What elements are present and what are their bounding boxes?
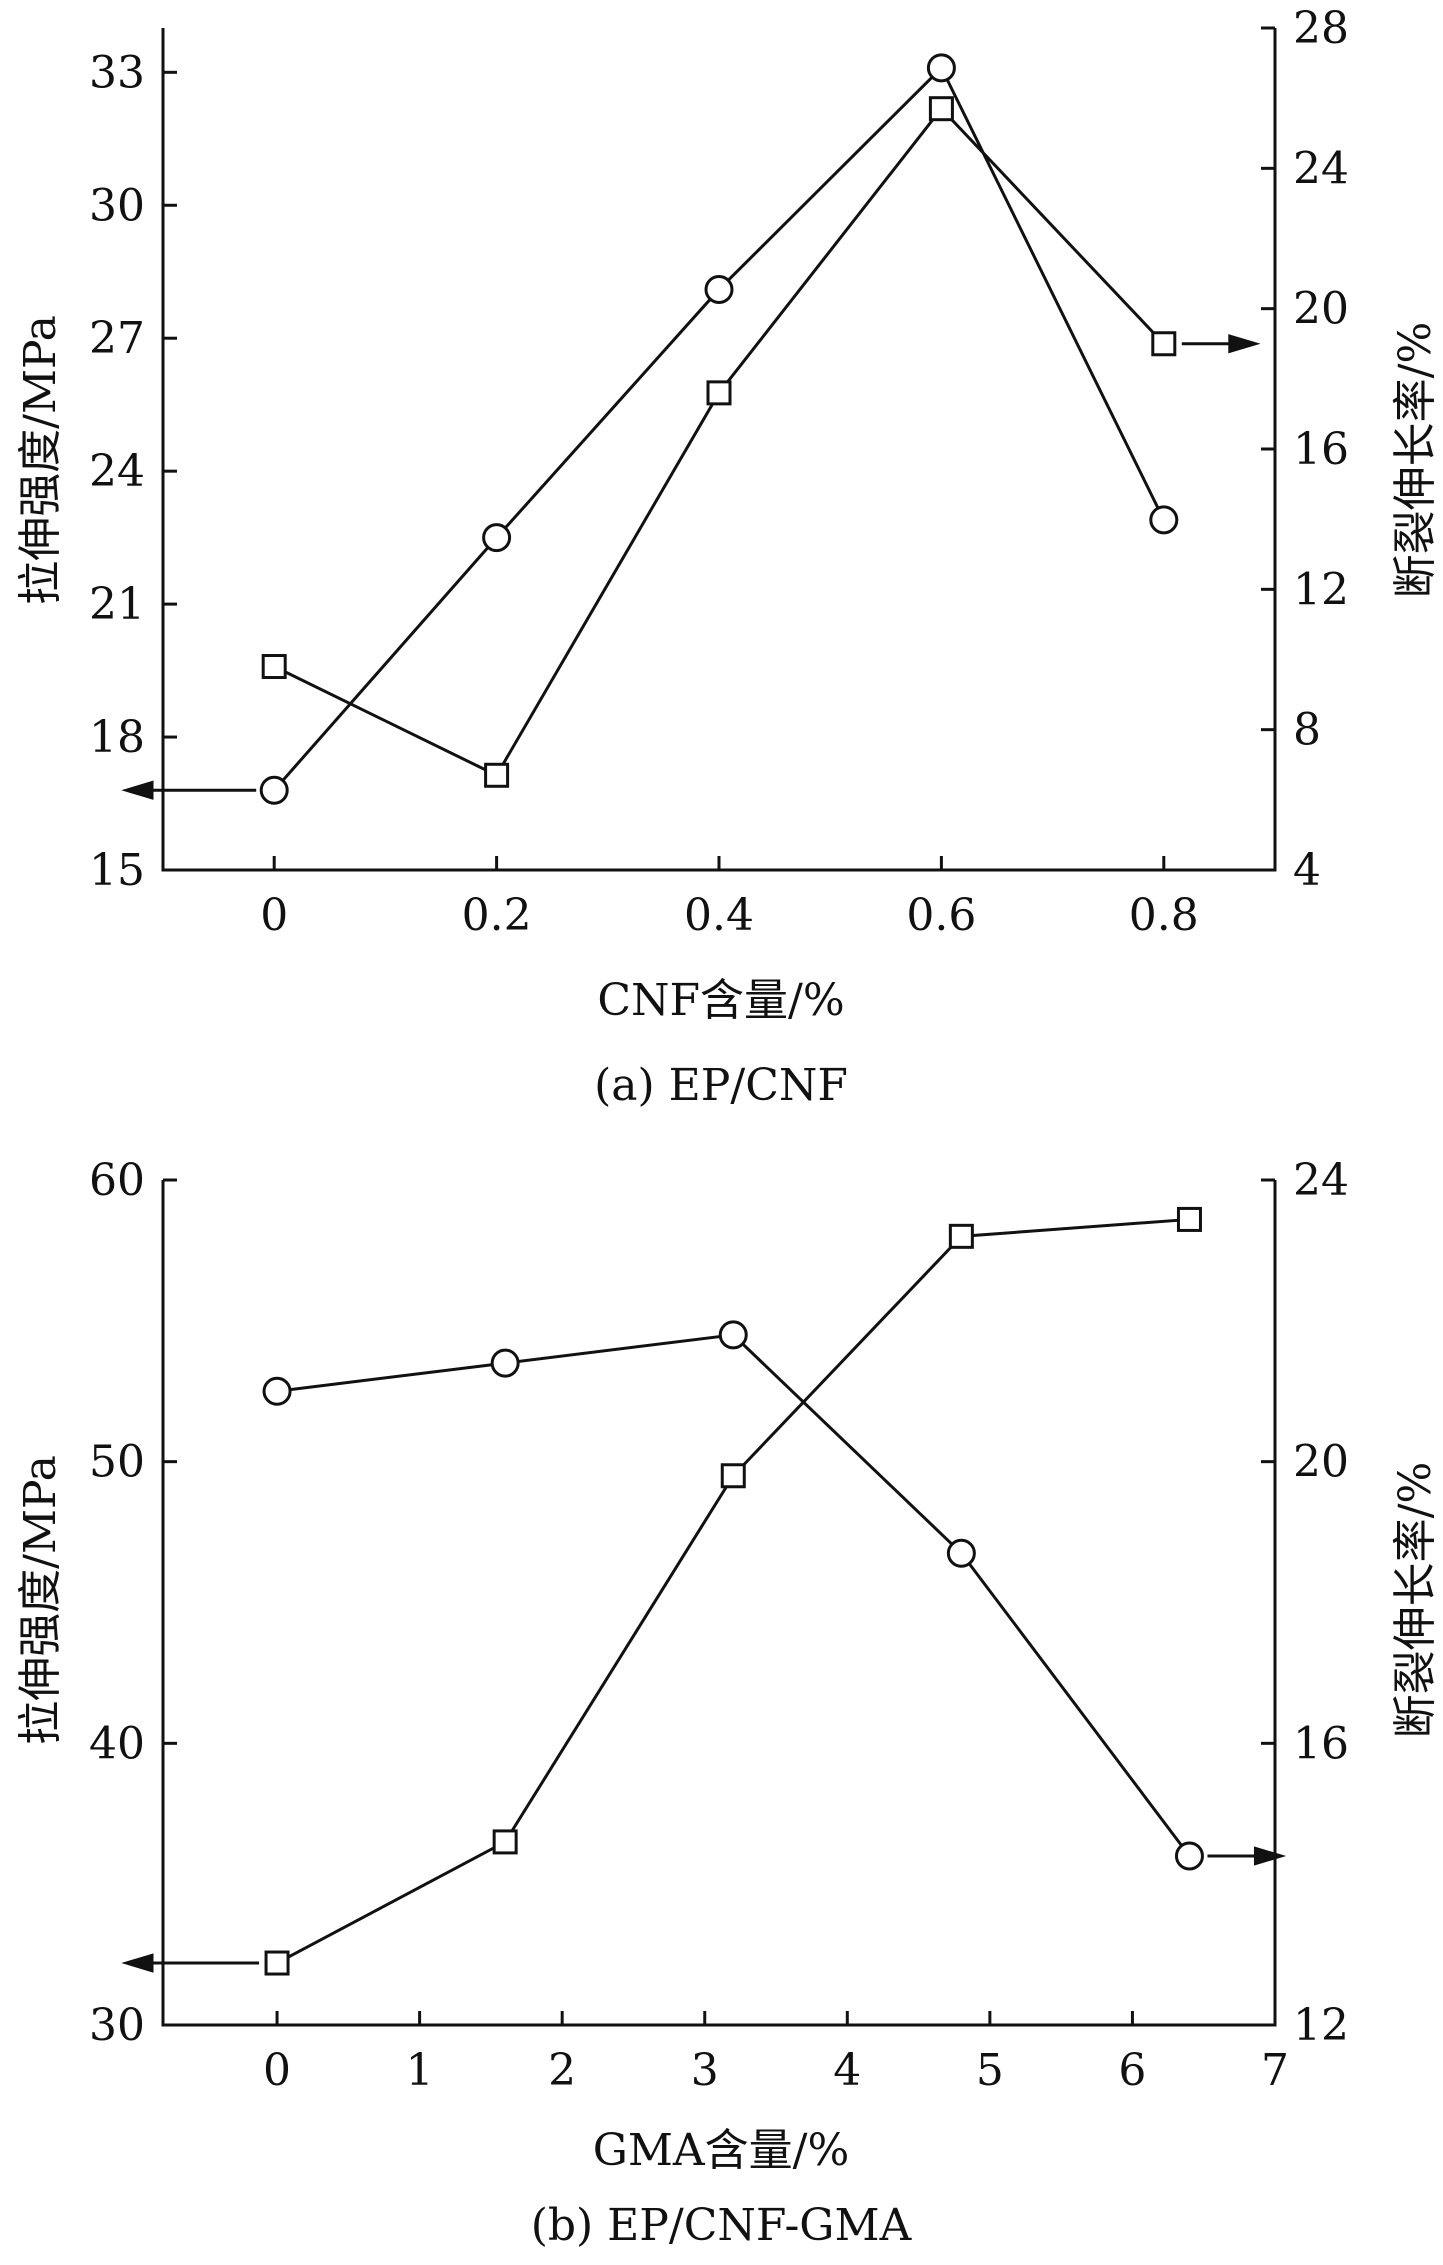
panel-b-right-y-tick-label: 12: [1293, 2000, 1349, 2051]
panel-b-right-y-tick-label: 16: [1293, 1718, 1349, 1769]
panel-b-axes-frame: [161, 1180, 1277, 2027]
panel-a-series-circle-line: [273, 65, 1166, 792]
panel-a-series-square-axis-arrowhead: [1228, 334, 1261, 354]
panel-b-x-tick-label: 3: [691, 2045, 719, 2096]
panel-b-left-y-tick-label: 30: [89, 2000, 145, 2051]
panel-a-series-square-point: [1151, 331, 1177, 357]
panel-b-series-circle-line: [276, 1333, 1191, 1857]
panel-a-left-y-tick-label: 33: [89, 47, 145, 98]
panel-a-x-tick-label: 0.6: [906, 890, 976, 941]
panel-b-x-tick-label: 2: [548, 2045, 576, 2096]
panel-b-caption: (b) EP/CNF-GMA: [531, 2200, 913, 2251]
panel-a-x-axis-label: CNF含量/%: [597, 975, 844, 1026]
panel-b-series-circle-point: [946, 1538, 976, 1568]
panel-a-x-tick-label: 0.8: [1129, 890, 1199, 941]
panel-a-left-y-tick-label: 27: [89, 313, 145, 364]
panel-b-left-y-tick-label: 60: [89, 1155, 145, 1206]
panel-b-left-y-tick-label: 40: [89, 1718, 145, 1769]
panel-b-series-square-point: [492, 1829, 518, 1855]
panel-a-ep-cnf: (a) EP/CNF CNF含量/% 拉伸强度/MPa 断裂伸长率/% 0 0.2…: [15, 3, 1441, 1111]
panel-b-left-y-tick-label: 50: [89, 1437, 145, 1488]
panel-a-left-y-tick-label: 21: [89, 579, 145, 630]
panel-b-series-circle-axis-arrowhead: [1253, 1846, 1287, 1866]
panel-a-series-square-line: [273, 106, 1165, 778]
panel-b-right-y-tick-label: 20: [1293, 1437, 1349, 1488]
panel-a-series-square-point: [484, 762, 510, 788]
panel-b-right-axis-label: 断裂伸长率/%: [1390, 1462, 1441, 1739]
panel-a-left-axis-label: 拉伸强度/MPa: [15, 315, 66, 605]
panel-a-right-y-tick-label: 4: [1293, 845, 1321, 896]
panel-a-right-y-tick-label: 28: [1293, 3, 1349, 54]
panel-b-x-tick-label: 5: [976, 2045, 1004, 2096]
panel-b-x-axis-label: GMA含量/%: [593, 2125, 850, 2176]
panel-a-x-tick-label: 0.2: [462, 890, 532, 941]
panel-a-x-tick-label: 0.4: [684, 890, 754, 941]
panel-a-axes-frame: [161, 28, 1277, 872]
panel-b-ep-cnf-gma: (b) EP/CNF-GMA GMA含量/% 拉伸强度/MPa 断裂伸长率/% …: [15, 1155, 1441, 2251]
panel-b-series-square-point: [720, 1463, 746, 1489]
panel-a-right-y-tick-label: 12: [1293, 564, 1349, 615]
panel-b-series-circle-point: [718, 1320, 748, 1350]
panel-a-series-circle-point: [482, 523, 512, 553]
panel-a-caption: (a) EP/CNF: [594, 1060, 848, 1111]
panel-b-right-y-tick-label: 24: [1293, 1155, 1349, 1206]
panel-b-left-axis-label: 拉伸强度/MPa: [15, 1455, 66, 1745]
panel-b-x-tick-label: 0: [263, 2045, 291, 2096]
panel-a-series-square-point: [261, 654, 287, 680]
panel-b-series-square-point: [264, 1950, 290, 1976]
panel-b-series-circle-point: [490, 1348, 520, 1378]
panel-a-x-tick-label: 0: [260, 890, 288, 941]
panel-b-x-tick-label: 7: [1261, 2045, 1289, 2096]
panel-a-right-y-tick-label: 24: [1293, 143, 1349, 194]
panel-a-left-y-tick-label: 24: [89, 446, 145, 497]
panel-a-right-y-tick-label: 16: [1293, 424, 1349, 475]
panel-a-series-circle-point: [259, 775, 289, 805]
panel-a-right-axis-label: 断裂伸长率/%: [1390, 322, 1441, 599]
panel-a-right-y-tick-label: 8: [1293, 705, 1321, 756]
panel-b-series-circle-point: [262, 1376, 292, 1406]
panel-b-series-circle-point: [1174, 1841, 1204, 1871]
panel-a-right-y-tick-label: 20: [1293, 284, 1349, 335]
panel-a-left-y-tick-label: 15: [89, 845, 145, 896]
panel-a-series-circle-axis-arrowhead: [121, 780, 154, 800]
panel-b-x-tick-label: 6: [1118, 2045, 1146, 2096]
panel-a-series-square-point: [928, 96, 954, 122]
panel-a-series-circle-point: [926, 53, 956, 83]
panel-a-series-circle-point: [1149, 505, 1179, 535]
panel-a-left-y-tick-label: 18: [89, 712, 145, 763]
panel-a-left-y-tick-label: 30: [89, 180, 145, 231]
panel-a-series-square-point: [706, 380, 732, 406]
panel-b-series-square-point: [948, 1223, 974, 1249]
panel-a-series-circle-point: [704, 274, 734, 304]
panel-b-x-tick-label: 1: [406, 2045, 434, 2096]
panel-b-series-square-point: [1176, 1206, 1202, 1232]
panel-b-series-square-axis-arrowhead: [121, 1953, 154, 1973]
panel-b-x-tick-label: 4: [833, 2045, 861, 2096]
